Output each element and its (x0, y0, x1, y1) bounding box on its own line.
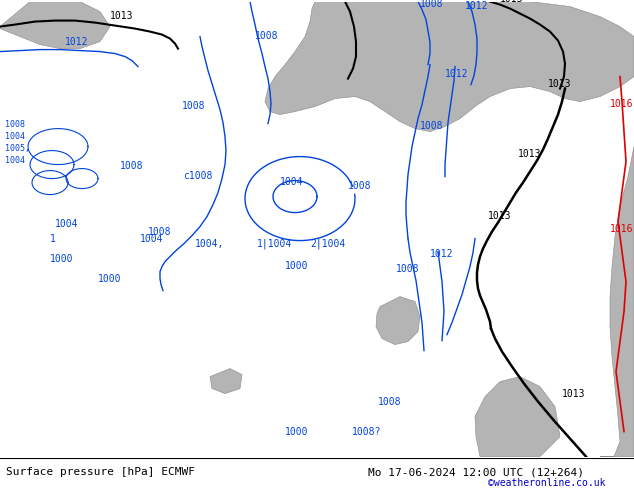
Text: 1008: 1008 (378, 396, 401, 407)
Text: 1000: 1000 (285, 261, 309, 270)
Text: 1016: 1016 (610, 223, 633, 234)
Text: 1008: 1008 (120, 161, 143, 171)
Text: 1013: 1013 (500, 0, 524, 3)
Text: 1000: 1000 (98, 273, 122, 284)
Text: ©weatheronline.co.uk: ©weatheronline.co.uk (488, 478, 605, 489)
Text: 1008?: 1008? (352, 427, 382, 437)
Text: 1012: 1012 (430, 248, 453, 259)
Polygon shape (210, 368, 242, 393)
Polygon shape (265, 1, 634, 132)
Polygon shape (0, 1, 110, 49)
Text: 1012: 1012 (65, 37, 89, 47)
Text: 1004: 1004 (5, 155, 25, 165)
Text: 1012: 1012 (465, 0, 489, 11)
Text: c1008: c1008 (183, 171, 212, 181)
Text: 1000: 1000 (50, 253, 74, 264)
Text: 1004,: 1004, (195, 239, 224, 248)
Text: 1013: 1013 (518, 148, 541, 159)
Polygon shape (600, 147, 634, 457)
Text: 1|1004: 1|1004 (257, 239, 292, 249)
Text: 2|1004: 2|1004 (310, 239, 346, 249)
Text: 1013: 1013 (548, 78, 571, 89)
Text: 1013: 1013 (488, 211, 512, 220)
Polygon shape (475, 377, 560, 457)
Text: 1004: 1004 (140, 234, 164, 244)
Text: 1012: 1012 (445, 69, 469, 78)
Text: 1008: 1008 (348, 181, 372, 191)
Text: 1008: 1008 (182, 100, 205, 111)
Polygon shape (376, 296, 420, 344)
Text: Mo 17-06-2024 12:00 UTC (12+264): Mo 17-06-2024 12:00 UTC (12+264) (368, 467, 584, 477)
Text: 1005,: 1005, (5, 144, 30, 152)
Text: 1008: 1008 (5, 120, 25, 128)
Text: 1: 1 (50, 234, 56, 244)
Text: 1004: 1004 (280, 176, 304, 187)
Text: 1008: 1008 (396, 264, 420, 273)
Text: 1013: 1013 (110, 11, 134, 21)
Text: 1013: 1013 (562, 389, 586, 398)
Text: Surface pressure [hPa] ECMWF: Surface pressure [hPa] ECMWF (6, 467, 195, 477)
Text: 1000: 1000 (285, 427, 309, 437)
Text: 1008: 1008 (420, 0, 444, 8)
Text: 1008: 1008 (148, 226, 172, 237)
Text: 1008: 1008 (420, 121, 444, 130)
Text: 1016: 1016 (610, 98, 633, 109)
Text: 1008: 1008 (255, 30, 278, 41)
Text: 1004: 1004 (55, 219, 79, 228)
Text: 1004: 1004 (5, 132, 25, 141)
